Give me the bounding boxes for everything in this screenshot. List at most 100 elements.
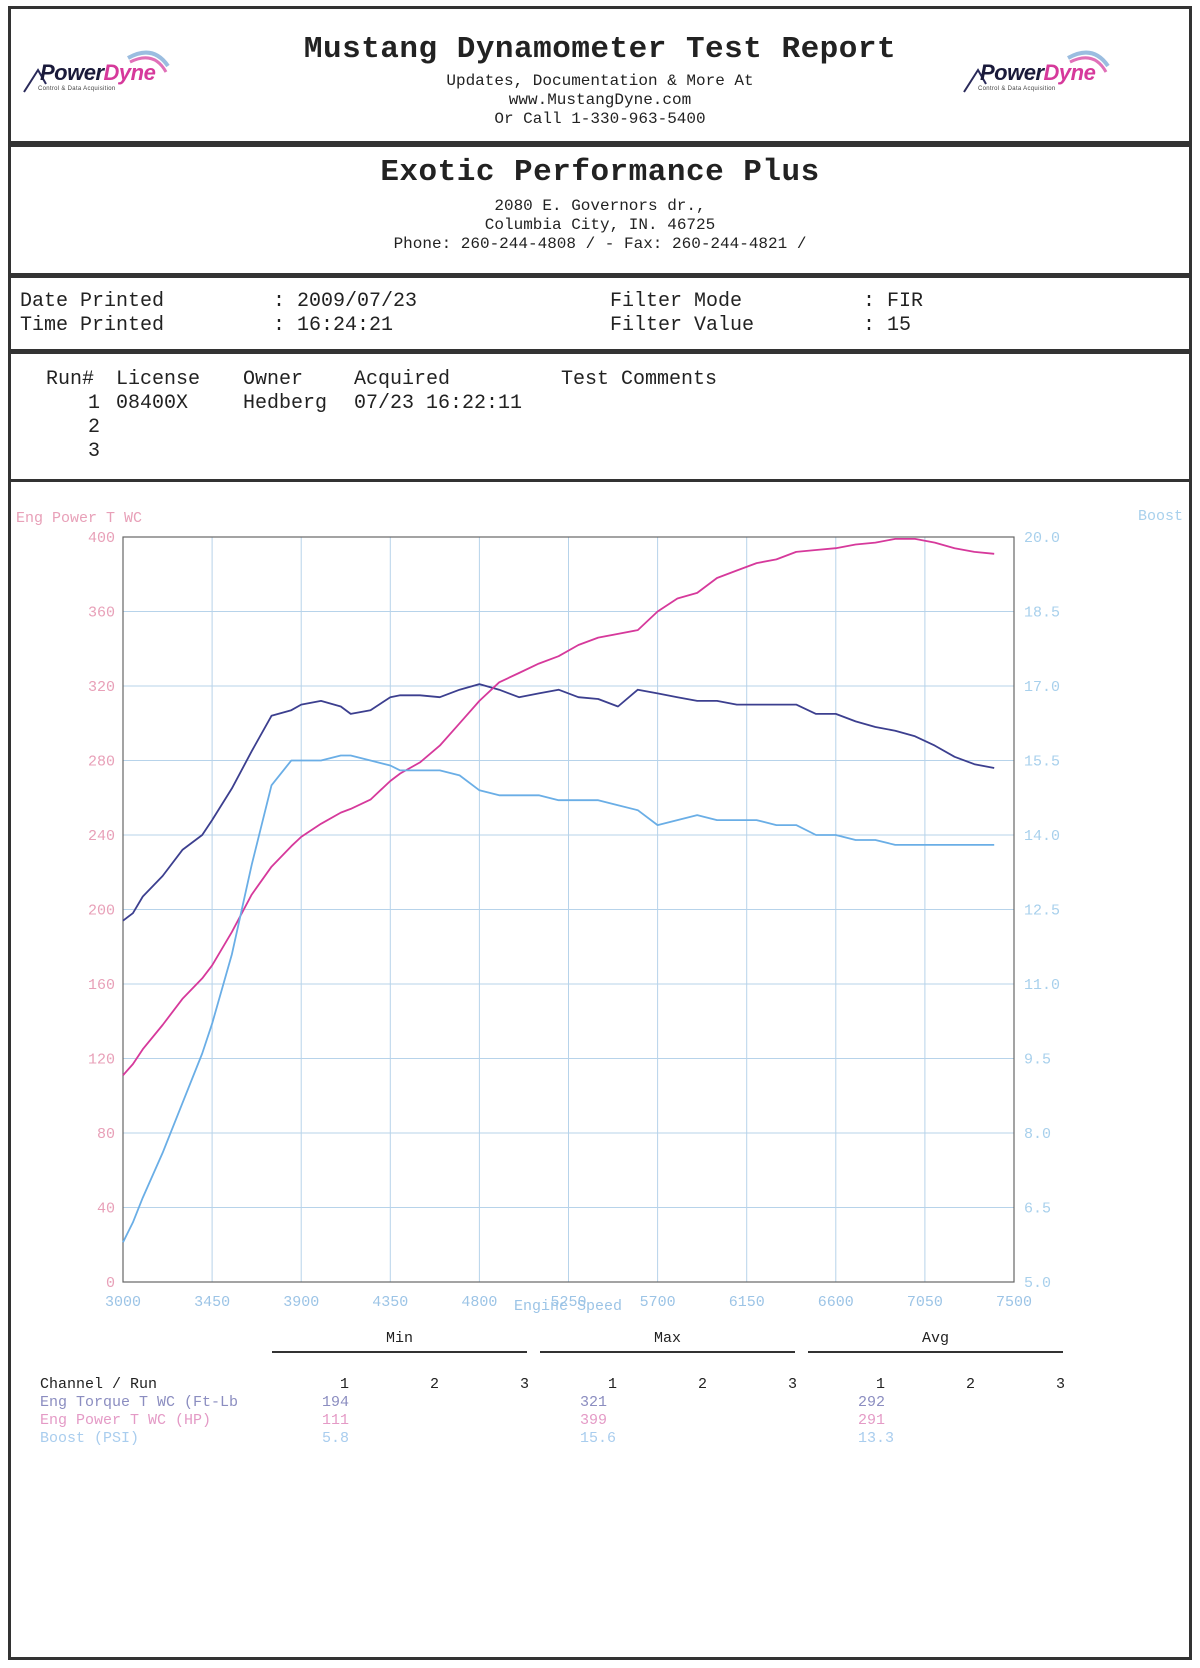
x-tick-label: 5250 bbox=[550, 1294, 586, 1311]
y-right-tick-label: 5.0 bbox=[1024, 1275, 1051, 1292]
x-tick-label: 3000 bbox=[105, 1294, 141, 1311]
filter-value-value: : 15 bbox=[863, 314, 912, 337]
summary-group-label: Avg bbox=[921, 1330, 949, 1347]
logo-wordmark: PowerDyne bbox=[40, 60, 156, 86]
runs-table: Run# License Owner Acquired Test Comment… bbox=[8, 352, 1192, 482]
report-header: PowerDyne Control & Data Acquisition Pow… bbox=[8, 6, 1192, 144]
summary-max-value: 321 bbox=[580, 1394, 608, 1411]
runs-header-run: Run# bbox=[46, 368, 95, 391]
y-right-tick-label: 8.0 bbox=[1024, 1126, 1051, 1143]
filter-mode-value: : FIR bbox=[863, 290, 924, 313]
run-number: 2 bbox=[88, 416, 101, 439]
summary-max-value: 399 bbox=[580, 1412, 608, 1429]
logo-swoosh-icon bbox=[963, 50, 1110, 93]
x-axis-label: Engine Speed bbox=[514, 1298, 622, 1315]
logo-word-dyne: Dyne bbox=[103, 60, 156, 85]
y-left-tick-label: 160 bbox=[88, 977, 115, 994]
report-frame bbox=[8, 6, 1192, 1660]
powerdyne-logo-right: PowerDyne Control & Data Acquisition bbox=[958, 44, 1128, 104]
y-right-tick-label: 18.5 bbox=[1024, 605, 1060, 622]
summary-group-rule bbox=[540, 1351, 795, 1353]
x-tick-label: 3450 bbox=[194, 1294, 230, 1311]
header-phone: Or Call 1-330-963-5400 bbox=[494, 110, 706, 128]
run-owner: Hedberg bbox=[243, 392, 328, 415]
y-right-tick-label: 14.0 bbox=[1024, 828, 1060, 845]
shop-phone: Phone: 260-244-4808 / - Fax: 260-244-482… bbox=[393, 235, 807, 253]
header-website: www.MustangDyne.com bbox=[508, 91, 692, 109]
chart-ticks: 3000 3450 3900 4350 4800 5250 5700 6150 6600 7050… bbox=[88, 530, 1060, 1311]
summary-avg-value: 291 bbox=[858, 1412, 886, 1429]
summary-avg-value: 292 bbox=[858, 1394, 886, 1411]
chart-grid bbox=[123, 537, 1014, 1282]
summary-run-col: 3 bbox=[520, 1376, 530, 1393]
summary-avg-value: 13.3 bbox=[858, 1430, 895, 1447]
logo-word-power: Power bbox=[980, 60, 1044, 85]
y-right-tick-label: 15.5 bbox=[1024, 754, 1060, 771]
x-tick-label: 4350 bbox=[372, 1294, 408, 1311]
shop-name: Exotic Performance Plus bbox=[380, 155, 820, 190]
summary-run-col: 1 bbox=[876, 1376, 886, 1393]
summary-max-value: 15.6 bbox=[580, 1430, 617, 1447]
x-tick-label: 3900 bbox=[283, 1294, 319, 1311]
x-tick-label: 7050 bbox=[907, 1294, 943, 1311]
logo-word-power: Power bbox=[40, 60, 104, 85]
print-meta: Date Printed : 2009/07/23 Time Printed :… bbox=[8, 276, 1192, 352]
right-axis-title: Boost bbox=[1138, 508, 1183, 525]
summary-group-rule bbox=[272, 1351, 527, 1353]
summary-min-value: 111 bbox=[322, 1412, 350, 1429]
run-number: 1 bbox=[88, 392, 101, 415]
logo-word-dyne: Dyne bbox=[1043, 60, 1096, 85]
summary-run-col: 2 bbox=[430, 1376, 440, 1393]
runs-header-comments: Test Comments bbox=[561, 368, 718, 391]
date-printed-label: Date Printed bbox=[20, 290, 165, 313]
runs-header-owner: Owner bbox=[243, 368, 304, 391]
y-left-tick-label: 0 bbox=[106, 1275, 115, 1292]
y-left-tick-label: 280 bbox=[88, 754, 115, 771]
summary-run-col: 3 bbox=[788, 1376, 798, 1393]
filter-mode-label: Filter Mode bbox=[610, 290, 743, 313]
y-right-tick-label: 6.5 bbox=[1024, 1201, 1051, 1218]
summary-group-rule bbox=[808, 1351, 1063, 1353]
x-tick-label: 6600 bbox=[818, 1294, 854, 1311]
summary-min-value: 5.8 bbox=[322, 1430, 350, 1447]
plot-area-border bbox=[122, 536, 1015, 1283]
summary-min-value: 194 bbox=[322, 1394, 350, 1411]
y-left-tick-label: 400 bbox=[88, 530, 115, 547]
summary-run-col: 3 bbox=[1056, 1376, 1066, 1393]
summary-channel-name: Eng Torque T WC (Ft-Lb bbox=[40, 1394, 239, 1411]
summary-run-col: 2 bbox=[966, 1376, 976, 1393]
runs-header-license: License bbox=[116, 368, 201, 391]
chart-series bbox=[122, 538, 995, 1243]
run-license: 08400X bbox=[116, 392, 189, 415]
run-number: 3 bbox=[88, 440, 101, 463]
summary-channel-name: Boost (PSI) bbox=[40, 1430, 140, 1447]
filter-value-label: Filter Value bbox=[610, 314, 755, 337]
y-left-tick-label: 240 bbox=[88, 828, 115, 845]
boost-series-line bbox=[122, 754, 995, 1243]
y-left-tick-label: 80 bbox=[97, 1126, 115, 1143]
logo-wordmark: PowerDyne bbox=[980, 60, 1096, 86]
summary-run-col: 1 bbox=[608, 1376, 618, 1393]
y-left-tick-label: 360 bbox=[88, 605, 115, 622]
torque-series-line bbox=[122, 683, 995, 922]
summary-group-label: Max bbox=[653, 1330, 681, 1347]
run-acquired: 07/23 16:22:11 bbox=[354, 392, 523, 415]
logo-swoosh-icon bbox=[23, 50, 170, 93]
summary-channel-header: Channel / Run bbox=[40, 1376, 158, 1393]
logo-tagline: Control & Data Acquisition bbox=[978, 86, 1056, 92]
shop-info: Exotic Performance Plus 2080 E. Governor… bbox=[8, 144, 1192, 276]
powerdyne-logo-left: PowerDyne Control & Data Acquisition bbox=[18, 44, 188, 104]
x-tick-label: 4800 bbox=[461, 1294, 497, 1311]
y-left-tick-label: 200 bbox=[88, 903, 115, 920]
header-line-1: Updates, Documentation & More At bbox=[446, 72, 754, 90]
date-printed-value: : 2009/07/23 bbox=[273, 290, 418, 313]
x-tick-label: 6150 bbox=[729, 1294, 765, 1311]
y-left-tick-label: 120 bbox=[88, 1052, 115, 1069]
x-tick-label: 7500 bbox=[996, 1294, 1032, 1311]
dyno-chart: Eng Power T WC Boost 3000 3450 3900 4350 480… bbox=[16, 508, 1183, 1315]
summary-group-label: Min bbox=[385, 1330, 413, 1347]
x-tick-label: 5700 bbox=[640, 1294, 676, 1311]
y-left-tick-label: 320 bbox=[88, 679, 115, 696]
left-axis-title: Eng Power T WC bbox=[16, 510, 142, 527]
time-printed-label: Time Printed bbox=[20, 314, 165, 337]
